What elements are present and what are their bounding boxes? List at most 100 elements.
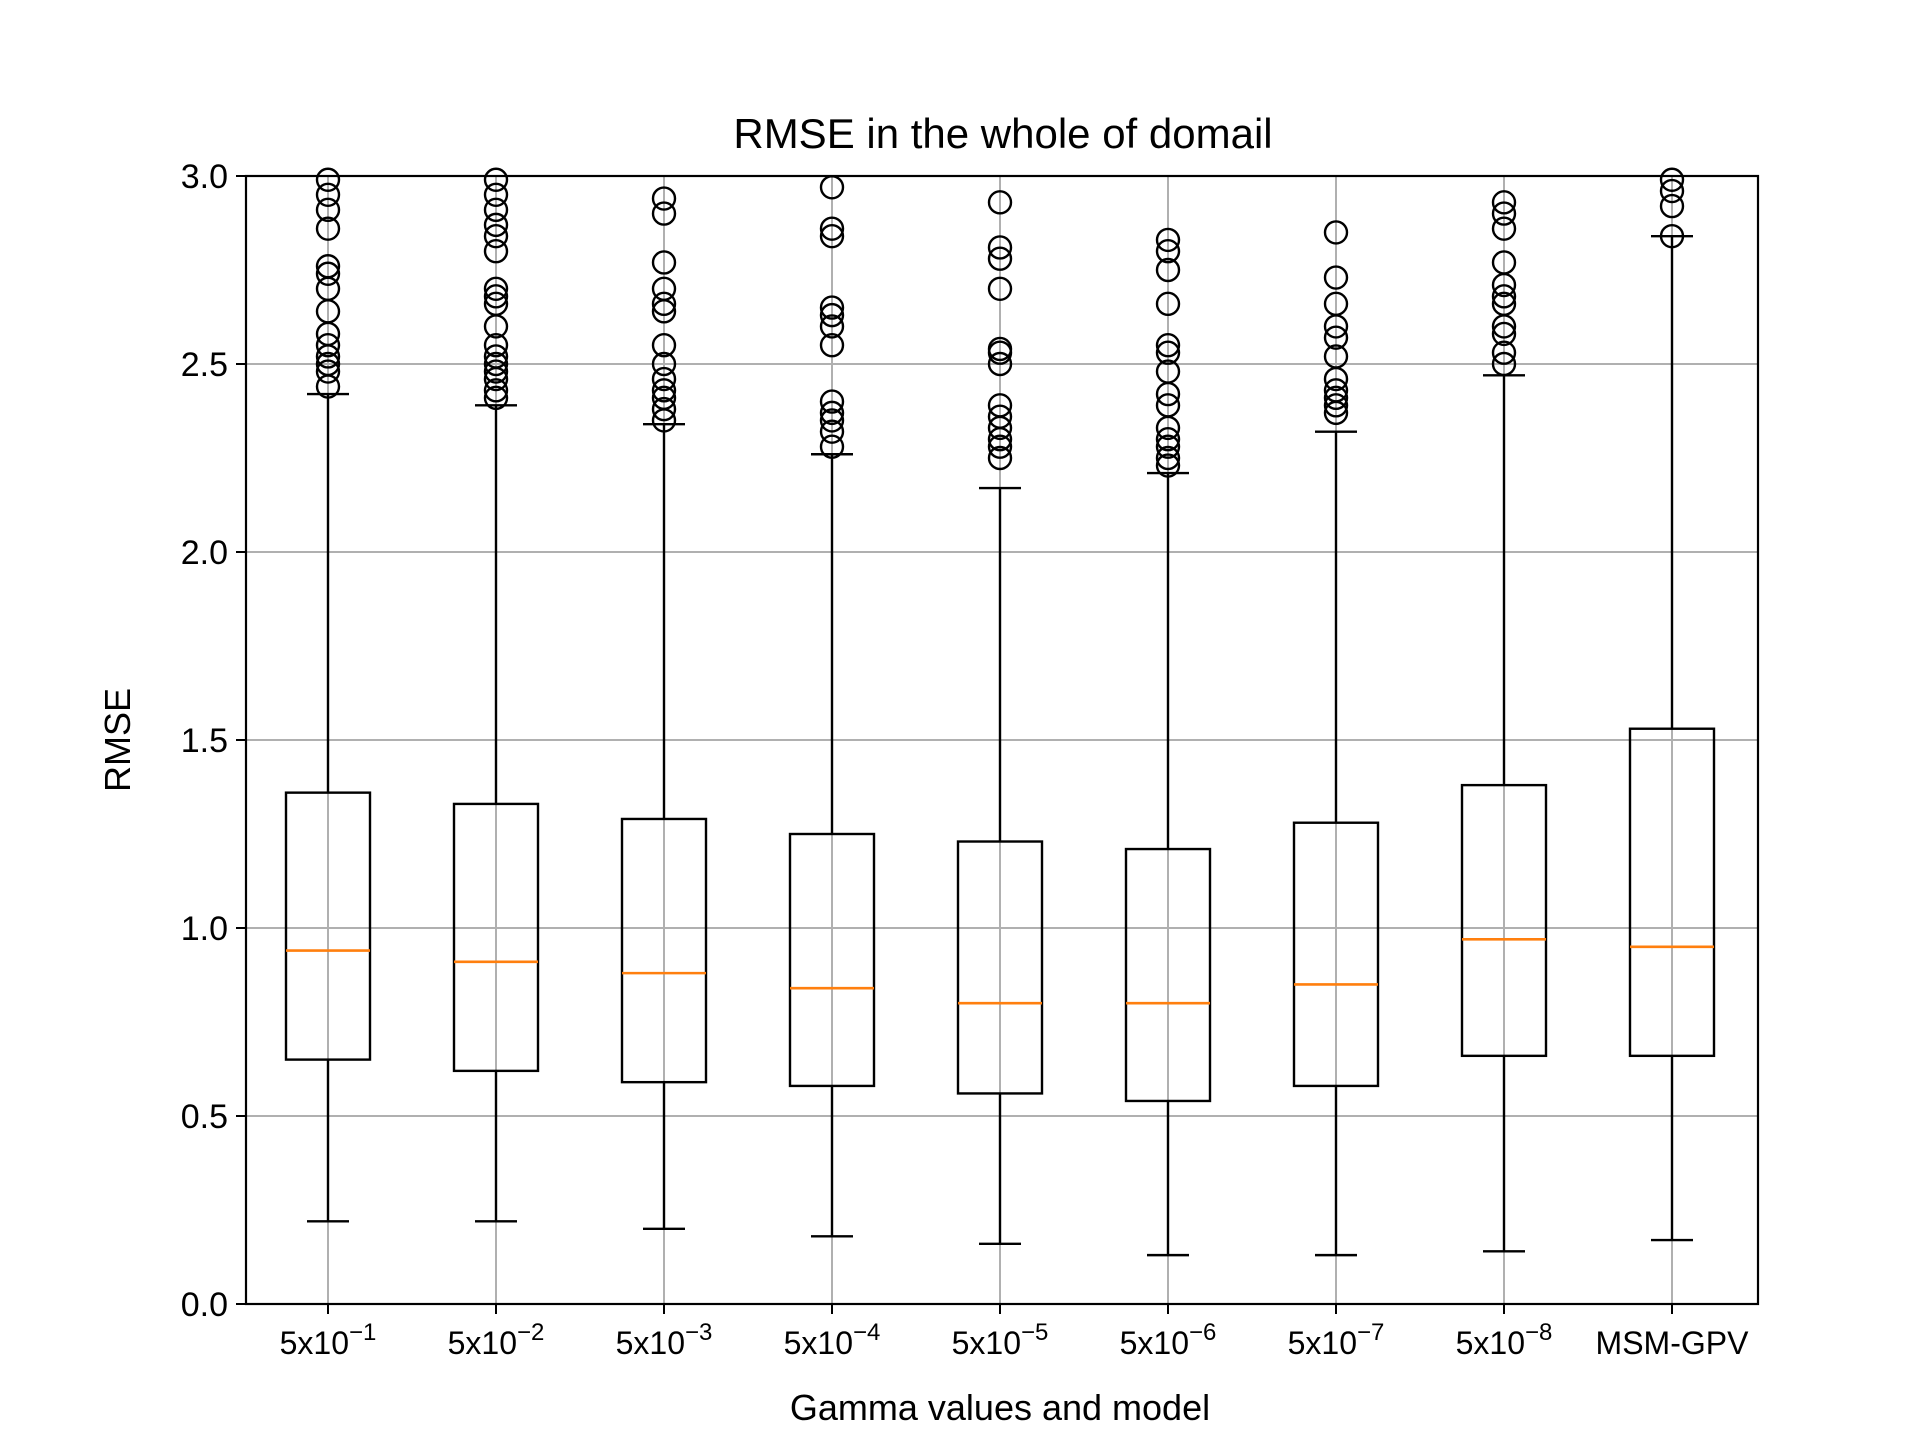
outlier-point	[987, 404, 1013, 429]
x-tick-label: 5x10−1	[280, 1319, 377, 1361]
outlier-point	[483, 276, 509, 301]
outlier-point	[1323, 220, 1349, 245]
iqr-box	[1460, 783, 1548, 1058]
outlier-point	[1155, 453, 1181, 478]
outlier-point	[483, 351, 509, 377]
outlier-point	[1155, 427, 1181, 452]
y-tick-label: 1.0	[181, 910, 228, 948]
outlier-point	[651, 276, 677, 301]
outlier-point	[1323, 265, 1349, 290]
outlier-point	[483, 167, 509, 192]
outlier-point	[1491, 216, 1517, 241]
outlier-point	[819, 400, 845, 426]
outlier-point	[987, 235, 1013, 260]
outlier-point	[1491, 291, 1517, 317]
outlier-point	[1155, 393, 1181, 418]
outlier-point	[819, 295, 845, 320]
outlier-point	[315, 182, 341, 208]
x-axis-label: Gamma values and model	[790, 1387, 1210, 1428]
outlier-point	[819, 408, 845, 433]
outlier-point	[651, 366, 677, 392]
outlier-point	[483, 212, 509, 238]
outlier-point	[1155, 238, 1181, 264]
outlier-point	[1155, 257, 1181, 283]
y-tick-label: 0.0	[181, 1286, 228, 1324]
outlier-point	[483, 223, 509, 249]
outlier-point	[483, 182, 509, 208]
outlier-point	[315, 254, 341, 279]
outlier-point	[1491, 340, 1517, 365]
x-tick-label: 5x10−5	[952, 1319, 1049, 1361]
box-group	[1628, 167, 1716, 1242]
y-axis: 0.0 0.5 1.0 1.5 2.0 2.5 3.0	[181, 158, 246, 1324]
outlier-point	[987, 190, 1013, 215]
outlier-point	[819, 389, 845, 414]
outlier-point	[315, 216, 341, 241]
outlier-point	[315, 167, 341, 192]
outlier-point	[1155, 333, 1181, 358]
outlier-point	[483, 284, 509, 309]
box-group	[452, 167, 540, 1223]
outlier-point	[483, 385, 509, 411]
outlier-point	[315, 351, 341, 377]
x-tick-label: 5x10−8	[1456, 1319, 1553, 1361]
box-group	[1292, 220, 1380, 1257]
outlier-point	[651, 351, 677, 377]
outlier-point	[819, 216, 845, 241]
y-axis-label: RMSE	[97, 688, 138, 792]
outlier-point	[1155, 359, 1181, 384]
y-tick-label: 2.0	[181, 534, 228, 572]
box-series	[284, 167, 1716, 1257]
outlier-point	[1659, 193, 1685, 219]
iqr-box	[788, 832, 876, 1088]
y-tick-label: 3.0	[181, 158, 228, 196]
x-axis: 5x10−1 5x10−2 5x10−3 5x10−4 5x10−5 5x10−6 5x10…	[280, 1304, 1749, 1361]
iqr-box	[284, 791, 372, 1061]
outlier-point	[1323, 378, 1349, 403]
outlier-point	[1323, 291, 1349, 317]
iqr-box	[1292, 821, 1380, 1088]
outlier-point	[819, 333, 845, 358]
outlier-point	[987, 351, 1013, 377]
outlier-point	[1491, 201, 1517, 226]
outlier-point	[1491, 190, 1517, 215]
outlier-point	[651, 201, 677, 226]
x-tick-label: 5x10−3	[616, 1319, 713, 1361]
x-tick-label: 5x10−6	[1120, 1319, 1217, 1361]
outlier-point	[1155, 340, 1181, 365]
outlier-point	[651, 378, 677, 403]
outlier-point	[1491, 284, 1517, 309]
outlier-point	[987, 336, 1013, 362]
box-group	[1460, 190, 1548, 1253]
x-tick-label: 5x10−7	[1288, 1319, 1385, 1361]
outlier-point	[1323, 393, 1349, 418]
y-tick-label: 0.5	[181, 1098, 228, 1136]
outlier-point	[651, 333, 677, 358]
outlier-point	[987, 276, 1013, 301]
outlier-point	[1659, 167, 1685, 192]
outlier-point	[1491, 250, 1517, 275]
grid-lines	[246, 175, 1758, 1305]
outlier-point	[819, 302, 845, 328]
outlier-point	[483, 197, 509, 223]
outlier-point	[1323, 344, 1349, 369]
outlier-point	[1491, 351, 1517, 377]
outlier-point	[483, 291, 509, 317]
box-group	[1124, 227, 1212, 1257]
iqr-box	[1124, 847, 1212, 1103]
outlier-point	[1323, 325, 1349, 350]
outlier-point	[1155, 445, 1181, 471]
outlier-point	[483, 238, 509, 264]
outlier-point	[987, 445, 1013, 471]
outlier-point	[315, 261, 341, 286]
outlier-point	[1323, 385, 1349, 411]
y-tick-label: 2.5	[181, 346, 228, 384]
outlier-point	[1155, 434, 1181, 459]
x-tick-label: MSM-GPV	[1596, 1325, 1750, 1361]
outlier-point	[987, 246, 1013, 271]
iqr-box	[452, 802, 540, 1073]
outlier-point	[483, 344, 509, 369]
chart-title: RMSE in the whole of domail	[733, 110, 1272, 157]
outlier-point	[819, 419, 845, 444]
